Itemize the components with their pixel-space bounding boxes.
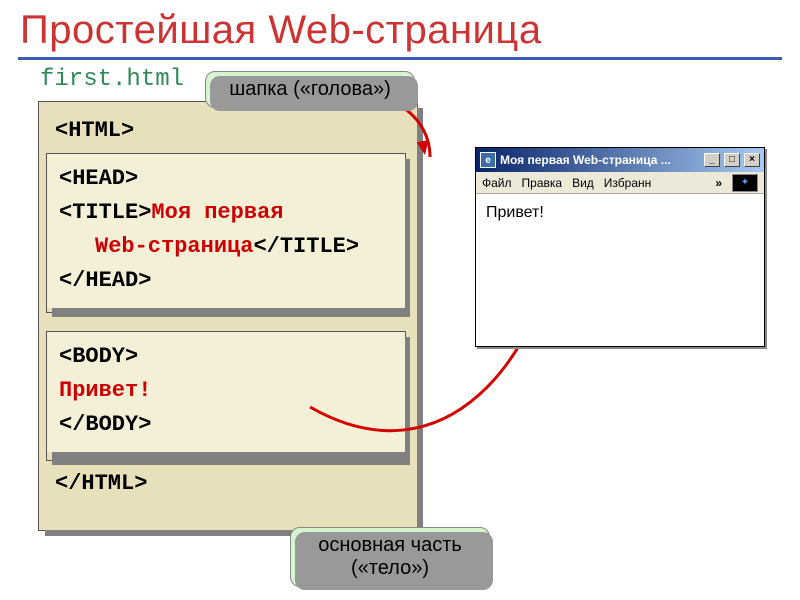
- tag-body-open: <BODY>: [59, 344, 138, 369]
- title-rule: [18, 57, 782, 60]
- browser-content: Привет!: [476, 194, 764, 346]
- throbber-icon: ✦: [732, 174, 758, 192]
- browser-menubar: Файл Правка Вид Избранн » ✦: [476, 172, 764, 194]
- callout-body-l2: («тело»): [351, 557, 429, 579]
- tag-body-close: </BODY>: [59, 412, 151, 437]
- menu-file[interactable]: Файл: [482, 176, 512, 190]
- menu-edit[interactable]: Правка: [522, 176, 563, 190]
- tag-html-close: </HTML>: [55, 471, 147, 496]
- menu-view[interactable]: Вид: [572, 176, 594, 190]
- page-title: Простейшая Web-страница: [0, 0, 800, 57]
- max-button[interactable]: □: [724, 153, 740, 167]
- browser-title-text: Моя первая Web-страница ...: [500, 153, 671, 167]
- head-box: <HEAD> <TITLE>Моя первая Web-страница</T…: [46, 153, 406, 313]
- ie-icon: e: [480, 152, 496, 168]
- min-button[interactable]: _: [704, 153, 720, 167]
- title-text-2: Web-страница: [59, 230, 253, 264]
- browser-window: e Моя первая Web-страница ... _ □ × Файл…: [475, 147, 765, 347]
- title-text-1: Моя первая: [151, 200, 283, 225]
- tag-title-open: <TITLE>: [59, 200, 151, 225]
- body-text: Привет!: [59, 378, 151, 403]
- body-box: <BODY> Привет! </BODY>: [46, 331, 406, 461]
- diagram-stage: <HTML> </HTML> <HEAD> <TITLE>Моя первая …: [0, 97, 800, 577]
- tag-html-open: <HTML>: [55, 118, 134, 143]
- callout-body-l1: основная часть: [318, 534, 462, 556]
- tag-title-close: </TITLE>: [253, 234, 359, 259]
- tag-head-close: </HEAD>: [59, 268, 151, 293]
- menu-fav[interactable]: Избранн: [604, 176, 651, 190]
- browser-titlebar: e Моя первая Web-страница ... _ □ ×: [476, 148, 764, 172]
- callout-head: шапка («голова»): [205, 71, 415, 108]
- close-button[interactable]: ×: [744, 153, 760, 167]
- callout-body: основная часть («тело»): [290, 527, 490, 587]
- tag-head-open: <HEAD>: [59, 166, 138, 191]
- menu-chevron-icon[interactable]: »: [715, 176, 722, 190]
